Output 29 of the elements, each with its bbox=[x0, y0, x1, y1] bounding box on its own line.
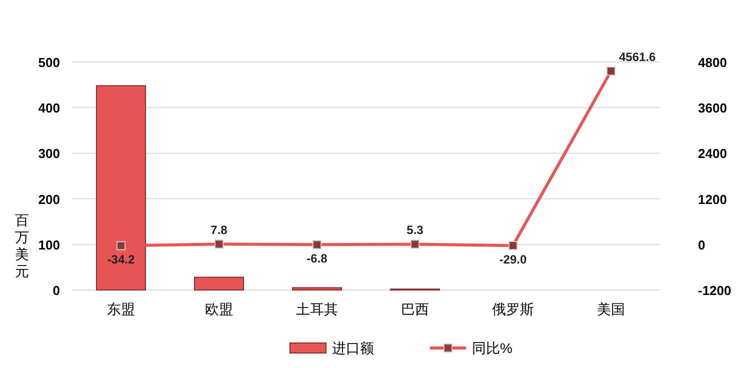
y-tick-label: 0 bbox=[52, 283, 60, 298]
x-tick-label: 东盟 bbox=[107, 301, 135, 317]
data-label: -34.2 bbox=[107, 252, 135, 267]
data-label: -6.8 bbox=[306, 252, 328, 266]
bar bbox=[292, 287, 342, 290]
y2-tick-label: 0 bbox=[698, 237, 706, 252]
data-label: 4561.6 bbox=[619, 50, 656, 64]
y2-tick-label: 3600 bbox=[698, 100, 727, 116]
x-tick-label: 土耳其 bbox=[296, 301, 338, 317]
y2-tick-label: -1200 bbox=[698, 283, 732, 298]
legend-label: 进口额 bbox=[332, 340, 374, 356]
y-tick-label: 400 bbox=[38, 100, 60, 116]
x-tick-label: 美国 bbox=[597, 301, 625, 317]
y-tick-label: 200 bbox=[38, 192, 60, 207]
legend-label: 同比% bbox=[472, 340, 512, 356]
y-tick-label: 300 bbox=[38, 146, 60, 162]
x-tick-label: 巴西 bbox=[401, 301, 429, 317]
data-label: 5.3 bbox=[406, 223, 424, 238]
y-tick-label: 500 bbox=[38, 55, 60, 70]
y2-tick-label: 2400 bbox=[698, 146, 727, 162]
x-tick-label: 欧盟 bbox=[205, 301, 233, 317]
data-label: -29.0 bbox=[499, 252, 527, 266]
data-label: 7.8 bbox=[210, 223, 228, 238]
y2-tick-label: 4800 bbox=[698, 55, 727, 70]
bar bbox=[194, 276, 244, 290]
y-tick-label: 100 bbox=[38, 237, 60, 252]
y-axis-title: 百万美元 bbox=[15, 212, 29, 279]
y2-tick-label: 1200 bbox=[698, 192, 727, 207]
x-tick-label: 俄罗斯 bbox=[492, 301, 534, 317]
